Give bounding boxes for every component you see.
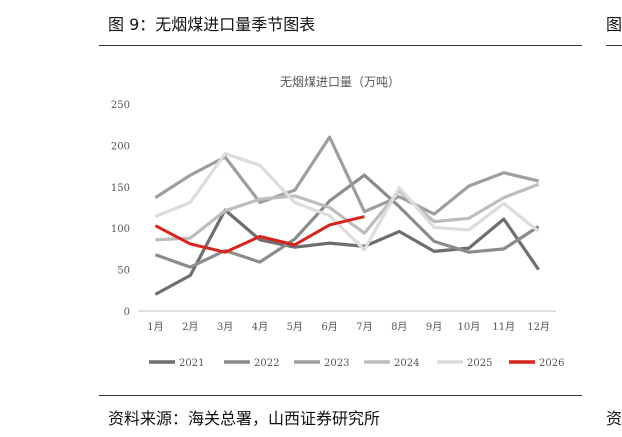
series-line-2025 bbox=[154, 152, 540, 252]
next-figure-source-fragment: 资 bbox=[606, 409, 622, 428]
series-line-2026 bbox=[154, 215, 365, 254]
legend: 2021 2022 2023 2024 2025 2026 bbox=[149, 358, 564, 369]
series-lines bbox=[154, 135, 540, 296]
x-tick-label: 5月 bbox=[287, 321, 303, 333]
x-tick-label: 2月 bbox=[182, 321, 198, 333]
x-tick-label: 12月 bbox=[527, 321, 550, 333]
x-tick-label: 7月 bbox=[356, 321, 372, 333]
x-tick-label: 1月 bbox=[147, 321, 163, 333]
y-tick-label: 0 bbox=[124, 307, 130, 318]
legend-label-2025: 2025 bbox=[467, 358, 492, 369]
y-tick-label: 100 bbox=[111, 224, 130, 235]
x-tick-label: 11月 bbox=[492, 321, 515, 333]
x-tick-label: 9月 bbox=[426, 321, 442, 333]
y-tick-label: 150 bbox=[111, 183, 130, 194]
y-tick-label: 250 bbox=[111, 100, 130, 111]
y-tick-label: 200 bbox=[111, 141, 130, 152]
x-tick-label: 4月 bbox=[252, 321, 268, 333]
series-line-2023 bbox=[154, 135, 539, 216]
x-tick-label: 6月 bbox=[321, 321, 337, 333]
y-tick-label: 50 bbox=[117, 266, 130, 277]
source-note: 资料来源：海关总署，山西证券研究所 bbox=[108, 409, 381, 428]
next-figure-divider bbox=[606, 45, 622, 46]
legend-label-2022: 2022 bbox=[254, 358, 279, 369]
series-line-2021 bbox=[154, 208, 540, 296]
series-line-2022 bbox=[154, 173, 540, 269]
x-axis-ticks: 1月 2月 3月 4月 5月 6月 7月 8月 9月 10月 11月 12月 bbox=[147, 321, 550, 333]
y-axis-ticks: 0 50 100 150 200 250 bbox=[111, 100, 130, 318]
chart-title: 无烟煤进口量（万吨） bbox=[280, 75, 400, 89]
legend-label-2024: 2024 bbox=[394, 358, 419, 369]
top-divider bbox=[99, 45, 582, 46]
bottom-divider bbox=[99, 395, 582, 396]
legend-label-2026: 2026 bbox=[539, 358, 564, 369]
x-tick-label: 10月 bbox=[458, 321, 481, 333]
legend-label-2023: 2023 bbox=[324, 358, 349, 369]
next-figure-title-fragment: 图 bbox=[606, 15, 622, 34]
line-chart: 无烟煤进口量（万吨） 0 50 100 150 200 250 1月 2月 3月 4月 5月 6月 7… bbox=[111, 75, 565, 369]
x-tick-label: 8月 bbox=[391, 321, 407, 333]
x-tick-label: 3月 bbox=[217, 321, 233, 333]
figure-title: 图 9：无烟煤进口量季节图表 bbox=[108, 15, 316, 34]
legend-label-2021: 2021 bbox=[179, 358, 204, 369]
